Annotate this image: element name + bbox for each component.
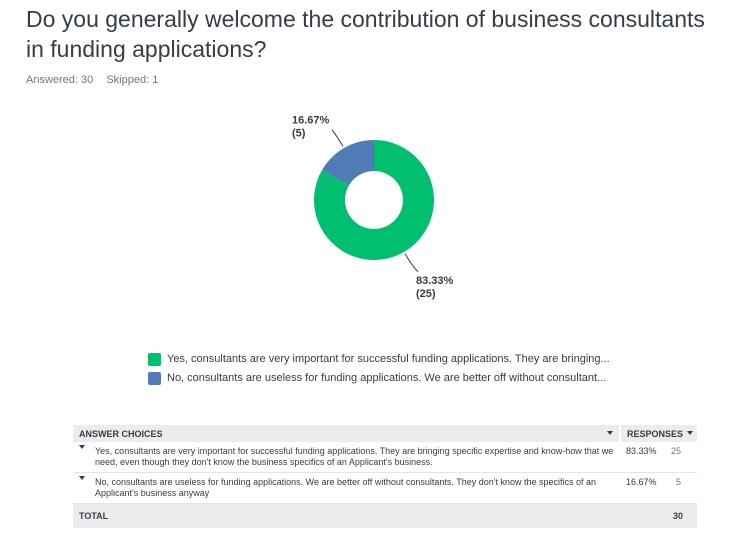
response-percent: 83.33% [626,446,657,456]
legend-item-no[interactable]: No, consultants are useless for funding … [148,369,610,387]
total-value: 30 [620,503,697,528]
question-title: Do you generally welcome the contributio… [26,6,705,62]
legend-item-yes[interactable]: Yes, consultants are very important for … [148,350,610,368]
response-count: 5 [675,477,681,487]
skipped-count: Skipped: 1 [106,74,159,86]
legend-swatch-yes [148,352,161,366]
choice-text: No, consultants are useless for funding … [95,477,597,498]
leader-line [331,129,344,147]
legend-label-yes: Yes, consultants are very important for … [167,353,610,365]
legend-swatch-no [148,371,161,385]
response-count: 25 [670,446,681,456]
expand-row-icon[interactable] [79,445,85,449]
choice-text: Yes, consultants are very important for … [95,446,614,467]
response-percent: 16.67% [626,477,657,487]
answered-count: Answered: 30 [26,74,94,86]
donut-slice-yes[interactable] [314,140,434,260]
answer-choices-header[interactable]: ANSWER CHOICES [73,425,621,442]
data-label-no-count: (5) [292,128,306,140]
leader-line [404,253,419,273]
legend-label-no: No, consultants are useless for funding … [167,372,607,384]
data-label-yes-count: (25) [416,288,436,300]
donut-slice-no[interactable] [322,140,374,186]
chart-legend: Yes, consultants are very important for … [148,350,610,388]
expand-row-icon[interactable] [79,476,85,480]
response-stats: Answered: 30 Skipped: 1 [26,74,168,86]
responses-header[interactable]: RESPONSES [620,425,697,442]
sort-responses-icon[interactable] [687,431,693,435]
table-row: No, consultants are useless for funding … [73,472,697,504]
data-label-yes-percent: 83.33% [416,275,454,287]
total-label: TOTAL [73,503,620,528]
sort-choices-icon[interactable] [607,431,613,435]
total-row: TOTAL 30 [73,503,697,528]
responses-table: ANSWER CHOICES RESPONSES Yes, consultant… [73,425,697,528]
donut-chart: 83.33%(25) 16.67%(5) [292,115,454,300]
table-row: Yes, consultants are very important for … [73,442,697,473]
data-label-no-percent: 16.67% [292,115,330,127]
